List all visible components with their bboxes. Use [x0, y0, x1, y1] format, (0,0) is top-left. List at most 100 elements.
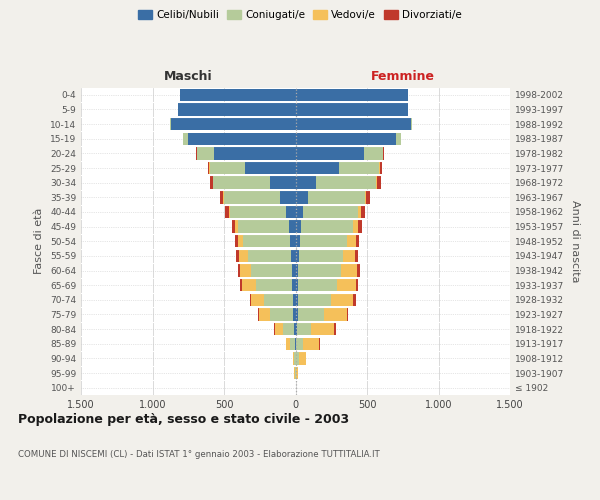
Bar: [256, 279, 296, 291]
Bar: [296, 323, 311, 336]
Bar: [235, 235, 296, 248]
Bar: [296, 294, 356, 306]
Bar: [296, 132, 401, 145]
Bar: [296, 118, 412, 130]
Bar: [292, 264, 296, 277]
Bar: [238, 264, 296, 277]
Bar: [294, 352, 296, 364]
Bar: [296, 308, 349, 320]
Bar: [296, 264, 360, 277]
Bar: [296, 118, 412, 130]
Bar: [296, 88, 409, 101]
Bar: [296, 118, 412, 130]
Bar: [210, 162, 296, 174]
Bar: [296, 279, 358, 291]
Bar: [245, 162, 296, 174]
Bar: [296, 294, 353, 306]
Bar: [296, 147, 364, 160]
Bar: [296, 118, 412, 130]
Bar: [213, 176, 296, 189]
Bar: [271, 176, 296, 189]
Bar: [296, 323, 335, 336]
Bar: [296, 264, 341, 277]
Bar: [296, 191, 370, 203]
Text: Femmine: Femmine: [371, 70, 435, 82]
Bar: [210, 176, 296, 189]
Bar: [241, 279, 296, 291]
Bar: [178, 103, 296, 116]
Bar: [292, 279, 296, 291]
Y-axis label: Fasce di età: Fasce di età: [34, 208, 44, 274]
Bar: [223, 191, 296, 203]
Bar: [296, 279, 356, 291]
Bar: [296, 191, 308, 203]
Bar: [286, 206, 296, 218]
Y-axis label: Anni di nascita: Anni di nascita: [569, 200, 580, 282]
Bar: [293, 352, 296, 364]
Bar: [296, 352, 306, 364]
Bar: [296, 147, 383, 160]
Bar: [294, 367, 296, 380]
Bar: [188, 132, 296, 145]
Bar: [296, 264, 298, 277]
Bar: [296, 235, 359, 248]
Bar: [296, 147, 383, 160]
Bar: [296, 147, 384, 160]
Bar: [196, 147, 296, 160]
Bar: [179, 88, 296, 101]
Bar: [295, 338, 296, 350]
Bar: [296, 264, 357, 277]
Bar: [179, 88, 296, 101]
Bar: [296, 250, 299, 262]
Bar: [251, 264, 296, 277]
Bar: [296, 206, 358, 218]
Bar: [296, 206, 365, 218]
Bar: [296, 235, 347, 248]
Bar: [296, 352, 306, 364]
Bar: [296, 220, 362, 233]
Bar: [170, 118, 296, 130]
Bar: [229, 206, 296, 218]
Bar: [296, 162, 379, 174]
Bar: [295, 367, 296, 380]
Bar: [236, 250, 296, 262]
Bar: [296, 308, 298, 320]
Bar: [289, 220, 296, 233]
Bar: [197, 147, 296, 160]
Bar: [296, 176, 316, 189]
Bar: [178, 103, 296, 116]
Bar: [296, 103, 409, 116]
Bar: [271, 308, 296, 320]
Bar: [296, 88, 409, 101]
Bar: [226, 206, 296, 218]
Bar: [296, 191, 365, 203]
Text: Maschi: Maschi: [164, 70, 212, 82]
Bar: [296, 176, 377, 189]
Bar: [296, 162, 382, 174]
Bar: [259, 308, 296, 320]
Bar: [251, 294, 296, 306]
Bar: [296, 367, 298, 380]
Bar: [293, 294, 296, 306]
Bar: [283, 323, 296, 336]
Bar: [274, 323, 296, 336]
Bar: [296, 338, 319, 350]
Bar: [296, 132, 395, 145]
Bar: [296, 220, 301, 233]
Bar: [296, 235, 356, 248]
Bar: [294, 367, 296, 380]
Bar: [250, 294, 296, 306]
Bar: [212, 176, 296, 189]
Bar: [296, 250, 343, 262]
Bar: [183, 132, 296, 145]
Text: Popolazione per età, sesso e stato civile - 2003: Popolazione per età, sesso e stato civil…: [18, 412, 349, 426]
Bar: [280, 191, 296, 203]
Bar: [224, 191, 296, 203]
Bar: [290, 338, 296, 350]
Bar: [294, 323, 296, 336]
Bar: [290, 235, 296, 248]
Bar: [248, 250, 296, 262]
Bar: [275, 323, 296, 336]
Bar: [296, 220, 353, 233]
Bar: [296, 279, 337, 291]
